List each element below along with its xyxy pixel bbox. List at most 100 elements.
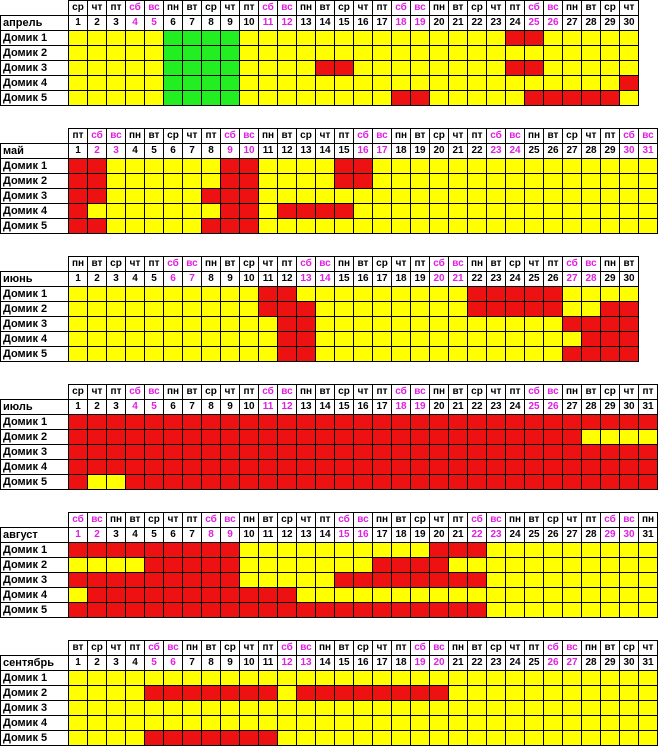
- free-cell[interactable]: [315, 316, 335, 332]
- booked-cell[interactable]: [258, 685, 278, 701]
- booked-cell[interactable]: [296, 331, 316, 347]
- free-cell[interactable]: [353, 301, 373, 317]
- free-cell[interactable]: [144, 188, 164, 204]
- booked-cell[interactable]: [524, 30, 544, 46]
- free-cell[interactable]: [163, 316, 183, 332]
- free-cell[interactable]: [619, 158, 639, 174]
- free-cell[interactable]: [372, 331, 392, 347]
- free-cell[interactable]: [524, 158, 544, 174]
- free-cell[interactable]: [315, 700, 335, 716]
- free-cell[interactable]: [296, 557, 316, 573]
- booked-cell[interactable]: [505, 444, 525, 460]
- booked-cell[interactable]: [562, 316, 582, 332]
- free-cell[interactable]: [239, 301, 259, 317]
- free-cell[interactable]: [505, 218, 525, 234]
- booked-cell[interactable]: [524, 474, 544, 490]
- booked-cell[interactable]: [391, 90, 411, 106]
- free-cell[interactable]: [372, 730, 392, 746]
- free-cell[interactable]: [68, 30, 88, 46]
- booked-cell[interactable]: [144, 429, 164, 445]
- free-cell[interactable]: [543, 173, 563, 189]
- free-cell[interactable]: [334, 700, 354, 716]
- booked-cell[interactable]: [391, 572, 411, 588]
- free-cell[interactable]: [353, 203, 373, 219]
- free-cell[interactable]: [87, 331, 107, 347]
- free-cell[interactable]: [315, 346, 335, 362]
- free-cell[interactable]: [543, 715, 563, 731]
- free-cell[interactable]: [106, 685, 126, 701]
- reserved-cell[interactable]: [220, 90, 240, 106]
- booked-cell[interactable]: [144, 459, 164, 475]
- free-cell[interactable]: [524, 75, 544, 91]
- free-cell[interactable]: [277, 60, 297, 76]
- booked-cell[interactable]: [125, 474, 145, 490]
- free-cell[interactable]: [87, 301, 107, 317]
- free-cell[interactable]: [68, 316, 88, 332]
- free-cell[interactable]: [334, 30, 354, 46]
- booked-cell[interactable]: [429, 542, 449, 558]
- reserved-cell[interactable]: [163, 30, 183, 46]
- free-cell[interactable]: [391, 346, 411, 362]
- free-cell[interactable]: [448, 30, 468, 46]
- booked-cell[interactable]: [391, 474, 411, 490]
- booked-cell[interactable]: [600, 331, 620, 347]
- free-cell[interactable]: [125, 75, 145, 91]
- free-cell[interactable]: [182, 670, 202, 686]
- free-cell[interactable]: [87, 474, 107, 490]
- booked-cell[interactable]: [353, 572, 373, 588]
- free-cell[interactable]: [638, 218, 658, 234]
- free-cell[interactable]: [220, 715, 240, 731]
- booked-cell[interactable]: [182, 572, 202, 588]
- free-cell[interactable]: [125, 158, 145, 174]
- booked-cell[interactable]: [410, 602, 430, 618]
- free-cell[interactable]: [391, 316, 411, 332]
- free-cell[interactable]: [581, 158, 601, 174]
- free-cell[interactable]: [334, 316, 354, 332]
- booked-cell[interactable]: [448, 542, 468, 558]
- free-cell[interactable]: [239, 346, 259, 362]
- free-cell[interactable]: [315, 587, 335, 603]
- free-cell[interactable]: [144, 75, 164, 91]
- free-cell[interactable]: [581, 572, 601, 588]
- booked-cell[interactable]: [125, 572, 145, 588]
- booked-cell[interactable]: [277, 286, 297, 302]
- free-cell[interactable]: [486, 542, 506, 558]
- free-cell[interactable]: [277, 218, 297, 234]
- booked-cell[interactable]: [410, 459, 430, 475]
- free-cell[interactable]: [182, 173, 202, 189]
- free-cell[interactable]: [163, 301, 183, 317]
- booked-cell[interactable]: [467, 572, 487, 588]
- free-cell[interactable]: [524, 346, 544, 362]
- free-cell[interactable]: [467, 346, 487, 362]
- free-cell[interactable]: [448, 700, 468, 716]
- booked-cell[interactable]: [68, 542, 88, 558]
- free-cell[interactable]: [524, 542, 544, 558]
- booked-cell[interactable]: [182, 557, 202, 573]
- free-cell[interactable]: [163, 188, 183, 204]
- free-cell[interactable]: [163, 715, 183, 731]
- free-cell[interactable]: [182, 715, 202, 731]
- free-cell[interactable]: [353, 188, 373, 204]
- booked-cell[interactable]: [562, 414, 582, 430]
- free-cell[interactable]: [429, 346, 449, 362]
- free-cell[interactable]: [562, 572, 582, 588]
- free-cell[interactable]: [410, 158, 430, 174]
- free-cell[interactable]: [467, 685, 487, 701]
- booked-cell[interactable]: [182, 587, 202, 603]
- booked-cell[interactable]: [163, 602, 183, 618]
- free-cell[interactable]: [391, 587, 411, 603]
- booked-cell[interactable]: [543, 429, 563, 445]
- free-cell[interactable]: [315, 572, 335, 588]
- free-cell[interactable]: [638, 685, 658, 701]
- free-cell[interactable]: [182, 346, 202, 362]
- booked-cell[interactable]: [410, 557, 430, 573]
- free-cell[interactable]: [372, 346, 392, 362]
- booked-cell[interactable]: [163, 572, 183, 588]
- booked-cell[interactable]: [277, 346, 297, 362]
- free-cell[interactable]: [429, 158, 449, 174]
- free-cell[interactable]: [448, 75, 468, 91]
- free-cell[interactable]: [429, 715, 449, 731]
- reserved-cell[interactable]: [201, 60, 221, 76]
- free-cell[interactable]: [125, 331, 145, 347]
- free-cell[interactable]: [619, 429, 639, 445]
